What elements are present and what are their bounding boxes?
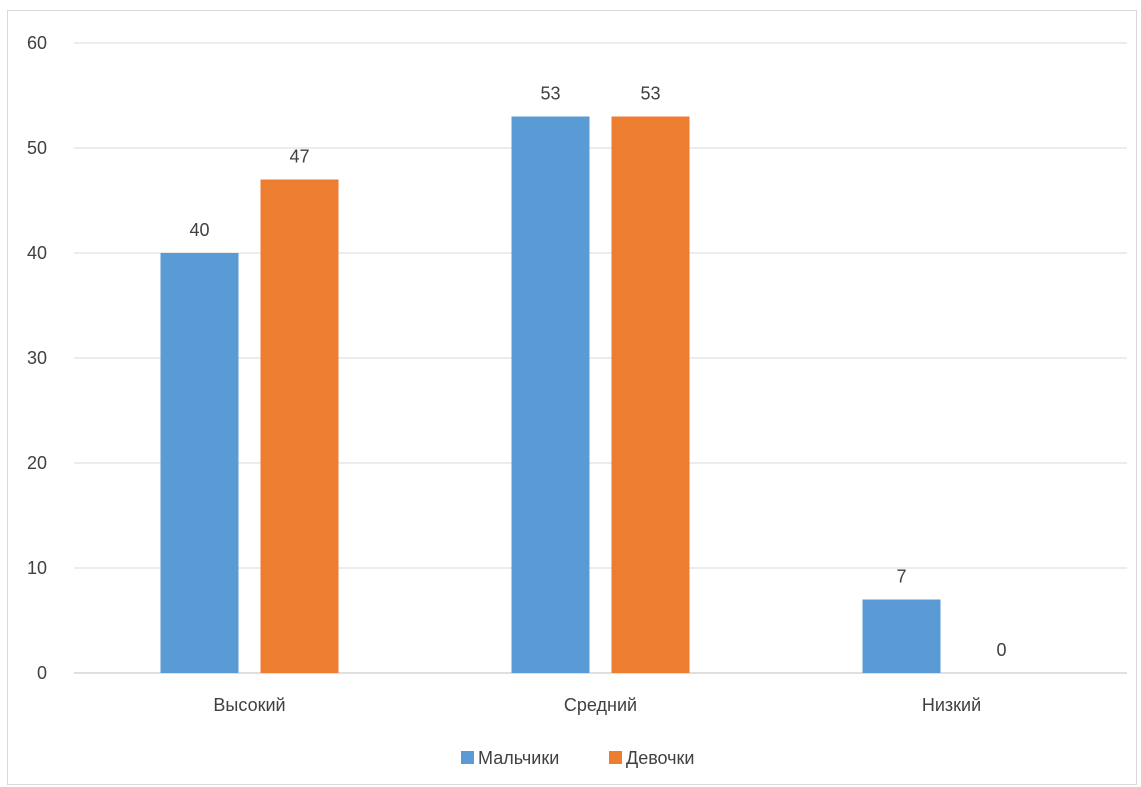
data-labels: 40 47 53 53 7 0 xyxy=(189,84,1006,661)
bar-Высокий-Девочки xyxy=(260,179,339,673)
y-tick-label-10: 10 xyxy=(27,558,47,578)
legend-swatch-Девочки xyxy=(609,751,622,764)
gridlines xyxy=(74,42,1127,674)
bar-Высокий-Мальчики xyxy=(160,253,239,673)
bar-Низкий-Мальчики xyxy=(862,599,941,673)
x-tick-label-Низкий: Низкий xyxy=(922,695,981,715)
x-axis-categories: Высокий Средний Низкий xyxy=(213,695,981,715)
y-tick-label-0: 0 xyxy=(37,663,47,683)
data-label-Средний-Мальчики: 53 xyxy=(540,84,560,104)
y-tick-label-50: 50 xyxy=(27,138,47,158)
y-axis-ticks: 0 10 20 30 40 50 60 xyxy=(27,33,47,683)
legend-label-Девочки: Девочки xyxy=(626,748,694,768)
bar-Средний-Мальчики xyxy=(511,116,590,673)
legend-swatch-Мальчики xyxy=(461,751,474,764)
legend: Мальчики Девочки xyxy=(461,748,694,768)
data-label-Низкий-Девочки: 0 xyxy=(996,640,1006,660)
y-tick-label-40: 40 xyxy=(27,243,47,263)
x-tick-label-Средний: Средний xyxy=(564,695,637,715)
y-tick-label-30: 30 xyxy=(27,348,47,368)
bars xyxy=(160,116,941,673)
bar-Средний-Девочки xyxy=(611,116,690,673)
data-label-Средний-Девочки: 53 xyxy=(640,84,660,104)
legend-label-Мальчики: Мальчики xyxy=(478,748,559,768)
data-label-Высокий-Мальчики: 40 xyxy=(189,220,209,240)
y-tick-label-20: 20 xyxy=(27,453,47,473)
y-tick-label-60: 60 xyxy=(27,33,47,53)
data-label-Низкий-Мальчики: 7 xyxy=(896,567,906,587)
x-tick-label-Высокий: Высокий xyxy=(213,695,285,715)
data-label-Высокий-Девочки: 47 xyxy=(289,147,309,167)
